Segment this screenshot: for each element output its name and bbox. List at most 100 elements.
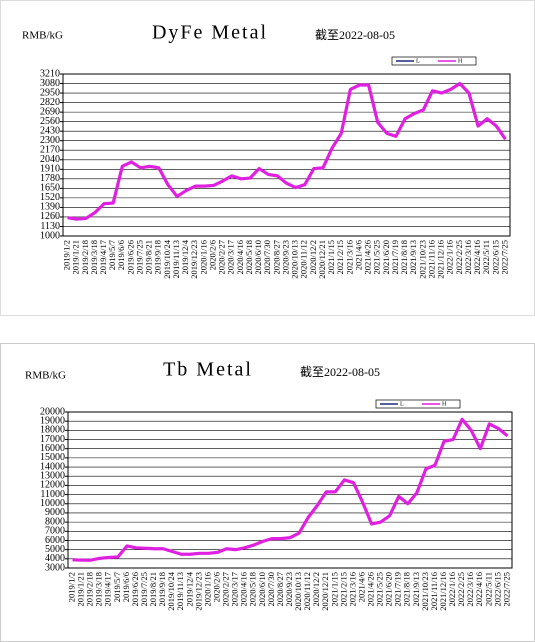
x-tick-label: 2020/9/23 <box>284 572 294 606</box>
y-tick-label: 12000 <box>40 480 65 491</box>
x-tick-label: 2022/4/16 <box>474 572 484 606</box>
x-tick-label: 2020/2/27 <box>217 240 227 274</box>
chart-title: DyFe Metal <box>152 22 268 44</box>
x-tick-label: 2019/4/17 <box>103 572 113 606</box>
x-tick-label: 2022/3/16 <box>465 572 475 606</box>
x-tick-label: 2020/1/16 <box>202 572 212 606</box>
x-tick-label: 2019/12/23 <box>193 572 203 611</box>
x-tick-label: 2021/7/19 <box>393 572 403 606</box>
x-tick-label: 2021/9/13 <box>408 240 418 274</box>
x-tick-label: 2020/8/27 <box>275 572 285 606</box>
y-tick-label: 3080 <box>40 78 60 89</box>
x-tick-label: 2021/8/18 <box>399 240 409 274</box>
x-tick-label: 2019/6/26 <box>125 240 135 274</box>
x-tick-label: 2019/3/18 <box>94 572 104 606</box>
x-tick-label: 2021/3/16 <box>344 240 354 274</box>
x-tick-label: 2019/5/7 <box>112 572 122 602</box>
x-tick-label: 2019/5/7 <box>107 240 117 270</box>
legend-label: L <box>400 401 404 407</box>
y-tick-label: 16000 <box>40 443 65 454</box>
x-tick-label: 2020/2/6 <box>207 240 217 270</box>
x-tick-label: 2020/5/18 <box>248 572 258 606</box>
x-tick-label: 2019/6/6 <box>116 240 126 270</box>
y-tick-label: 2300 <box>40 135 60 146</box>
x-tick-label: 2020/2/27 <box>221 572 231 606</box>
x-tick-label: 2021/3/16 <box>347 572 357 606</box>
x-tick-label: 2019/11/13 <box>175 572 185 610</box>
x-tick-label: 2021/4/6 <box>353 240 363 270</box>
x-tick-label: 2020/6/10 <box>253 240 263 274</box>
y-tick-label: 13000 <box>40 471 65 482</box>
x-tick-label: 2020/12/2 <box>308 240 318 274</box>
y-tick-label: 1000 <box>40 230 60 241</box>
x-tick-label: 2021/5/25 <box>375 572 385 606</box>
legend-box <box>391 56 477 66</box>
series-line <box>72 417 509 562</box>
x-tick-label: 2021/12/16 <box>438 572 448 611</box>
legend-box <box>375 399 461 409</box>
x-tick-label: 2019/12/4 <box>184 571 194 606</box>
unit-label: RMB/kG <box>22 30 63 42</box>
y-tick-label: 5000 <box>45 544 65 555</box>
y-tick-label: 2040 <box>40 154 60 165</box>
x-tick-label: 2020/5/18 <box>244 240 254 274</box>
x-tick-label: 2021/6/20 <box>384 572 394 606</box>
y-tick-label: 2560 <box>40 116 60 127</box>
x-tick-label: 2020/12/21 <box>317 240 327 279</box>
y-tick-label: 17000 <box>40 434 65 445</box>
x-tick-label: 2021/5/25 <box>372 240 382 274</box>
x-tick-label: 2021/2/15 <box>338 572 348 606</box>
y-tick-label: 10000 <box>40 498 65 509</box>
x-tick-label: 2022/7/25 <box>501 572 511 606</box>
y-tick-label: 1650 <box>40 183 60 194</box>
y-tick-label: 20000 <box>40 406 65 417</box>
x-tick-label: 2019/1/21 <box>76 572 86 606</box>
y-tick-label: 14000 <box>40 461 65 472</box>
x-tick-label: 2019/2/18 <box>80 240 90 274</box>
x-tick-label: 2022/1/16 <box>447 572 457 606</box>
x-tick-label: 2019/1/2 <box>62 240 72 270</box>
x-tick-label: 2019/1/2 <box>66 572 76 602</box>
x-tick-label: 2021/1/15 <box>326 240 336 274</box>
x-tick-label: 2021/1/15 <box>329 572 339 606</box>
y-tick-label: 3000 <box>45 562 65 573</box>
x-tick-label: 2019/11/13 <box>171 240 181 278</box>
plot-area <box>62 73 511 237</box>
legend-label: H <box>458 58 463 64</box>
y-tick-label: 1260 <box>40 211 60 222</box>
x-tick-label: 2020/6/10 <box>257 572 267 606</box>
x-tick-label: 2020/9/23 <box>280 240 290 274</box>
x-tick-label: 2020/2/6 <box>211 572 221 602</box>
y-tick-label: 1780 <box>40 173 60 184</box>
x-tick-label: 2019/4/17 <box>98 240 108 274</box>
x-tick-label: 2022/1/16 <box>445 240 455 274</box>
x-tick-label: 2020/7/30 <box>262 240 272 274</box>
x-tick-label: 2019/12/4 <box>180 239 190 274</box>
x-tick-label: 2019/7/25 <box>139 572 149 606</box>
plot-area <box>67 411 513 569</box>
x-tick-label: 2019/3/18 <box>89 240 99 274</box>
x-tick-label: 2022/5/11 <box>483 572 493 606</box>
y-tick-label: 7000 <box>45 526 65 537</box>
x-tick-label: 2019/6/6 <box>121 572 131 602</box>
y-tick-label: 1520 <box>40 192 60 203</box>
x-tick-label: 2022/3/16 <box>463 240 473 274</box>
x-tick-label: 2021/4/6 <box>356 572 366 602</box>
x-tick-label: 2022/6/15 <box>490 240 500 274</box>
y-tick-label: 19000 <box>40 415 65 426</box>
x-tick-label: 2022/7/25 <box>499 240 509 274</box>
x-tick-label: 2020/4/16 <box>239 572 249 606</box>
x-tick-label: 2019/2/18 <box>85 572 95 606</box>
legend-label: H <box>442 401 447 407</box>
x-tick-label: 2019/8/21 <box>144 240 154 274</box>
y-tick-label: 8000 <box>45 516 65 527</box>
x-tick-label: 2019/12/23 <box>189 240 199 279</box>
y-tick-label: 2430 <box>40 125 60 136</box>
x-tick-label: 2021/4/26 <box>366 572 376 606</box>
y-tick-label: 1390 <box>40 202 60 213</box>
x-tick-label: 2021/9/13 <box>411 572 421 606</box>
legend-label: L <box>416 58 420 64</box>
x-tick-label: 2019/7/25 <box>134 240 144 274</box>
x-tick-label: 2020/10/13 <box>290 240 300 279</box>
